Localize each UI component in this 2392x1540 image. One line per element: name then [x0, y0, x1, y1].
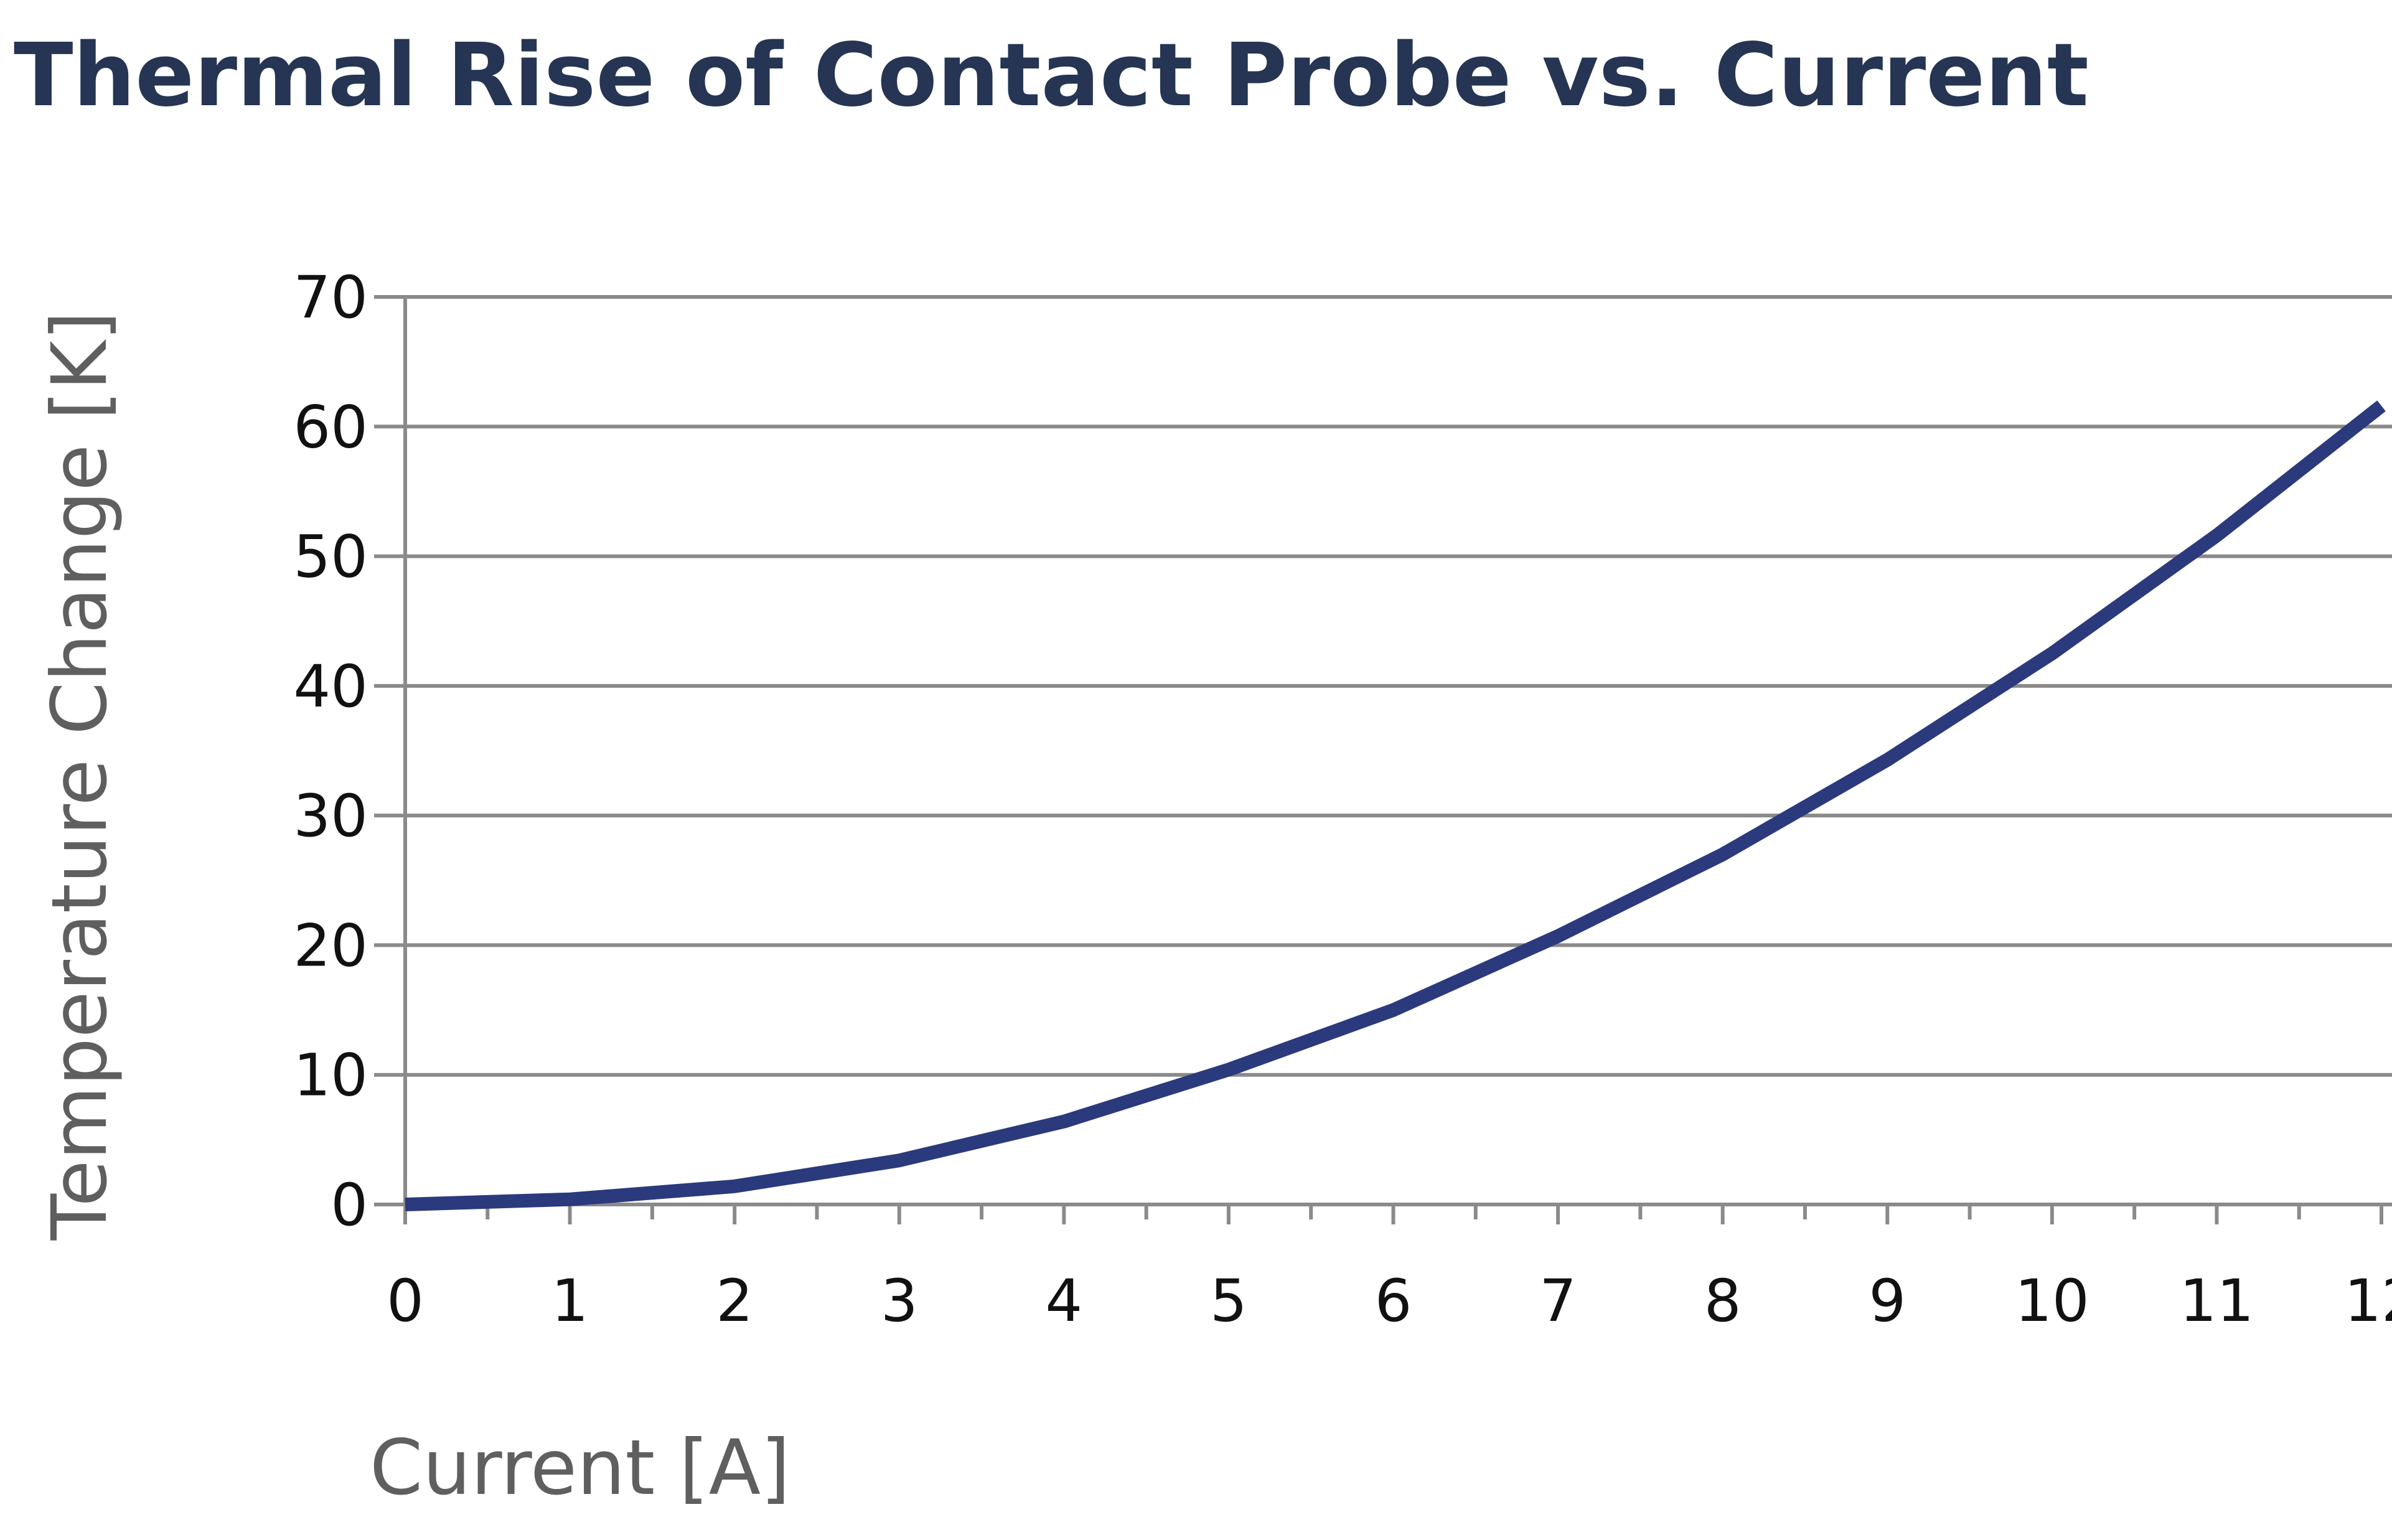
y-tick-label: 20: [293, 912, 368, 980]
x-tick-label: 4: [1045, 1267, 1082, 1335]
y-tick-label: 70: [293, 264, 368, 332]
x-tick-label: 12: [2344, 1267, 2392, 1335]
data-series: [405, 400, 2386, 1211]
axes: [403, 297, 2383, 1224]
gridlines: [374, 295, 2392, 1206]
x-axis-title: Current [A]: [370, 1424, 790, 1512]
chart-title: Thermal Rise of Contact Probe vs. Curren…: [14, 25, 2089, 126]
x-tick-label: 0: [387, 1267, 424, 1335]
series-line: [405, 400, 2386, 1211]
x-tick-label: 5: [1210, 1267, 1247, 1335]
x-tick-label: 7: [1539, 1267, 1577, 1335]
y-tick-label: 10: [293, 1042, 368, 1110]
y-axis-title: Temperature Change [K]: [35, 311, 124, 1241]
x-tick-label: 6: [1375, 1267, 1412, 1335]
x-tick-label: 11: [2180, 1267, 2254, 1335]
x-tick-label: 3: [881, 1267, 918, 1335]
y-tick-label: 40: [293, 653, 368, 721]
y-tick-label: 60: [293, 393, 368, 461]
y-tick-label: 0: [331, 1171, 368, 1239]
y-tick-label: 50: [293, 524, 368, 591]
x-tick-label: 8: [1704, 1267, 1742, 1335]
y-tick-label: 30: [293, 782, 368, 850]
x-tick-label: 1: [551, 1267, 589, 1335]
x-tick-label: 10: [2015, 1267, 2089, 1335]
x-tick-label: 9: [1869, 1267, 1906, 1335]
x-tick-label: 2: [716, 1267, 753, 1335]
tick-labels: 0102030405060700123456789101112: [293, 264, 2392, 1335]
